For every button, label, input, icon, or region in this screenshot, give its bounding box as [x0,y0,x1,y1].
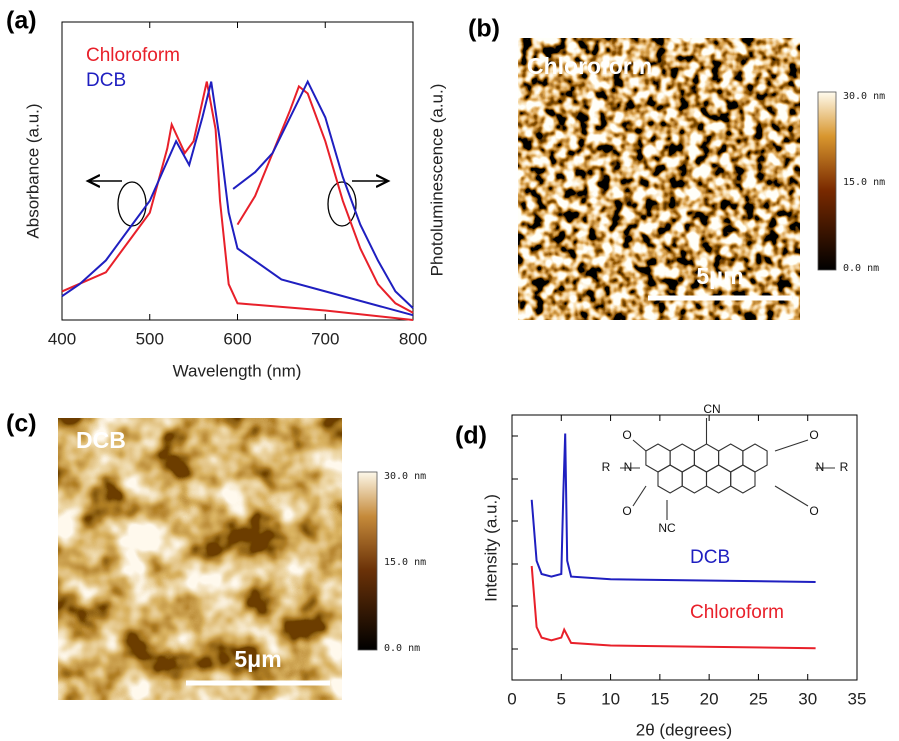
structure-label: N [816,460,825,474]
structure-label: O [809,428,818,442]
bond [633,486,646,506]
colorbar-label: 0.0 nm [843,263,879,274]
bond [775,486,808,506]
legend-label: Chloroform [86,45,180,66]
x-tick-label: 5 [557,689,566,708]
ring [658,465,682,493]
x-tick-label: 30 [798,689,817,708]
afm-label: Chloroform [527,53,652,79]
data-line [62,82,413,320]
legend-label: Chloroform [690,602,784,623]
ring [719,444,743,472]
data-line [532,434,816,583]
legend-label: DCB [690,547,730,568]
data-line [233,82,413,309]
annotation-ellipse [118,182,146,226]
x-tick-label: 15 [650,689,669,708]
ring [707,465,731,493]
panel-label: (b) [468,15,500,43]
x-tick-label: 20 [700,689,719,708]
x-tick-label: 400 [48,329,76,348]
molecule [620,418,835,520]
panel-label: (c) [6,410,37,438]
structure-label: R [602,460,611,474]
structure-label: O [622,428,631,442]
afm-image [58,418,342,700]
colorbar [818,92,836,270]
data-line [62,82,413,316]
x-tick-label: 35 [848,689,867,708]
colorbar-label: 30.0 nm [843,91,885,102]
scale-bar-label: 5μm [234,646,281,672]
colorbar-label: 15.0 nm [384,557,426,568]
x-tick-label: 600 [223,329,251,348]
ring [682,465,706,493]
ring [743,444,767,472]
structure-label: N [624,460,633,474]
y-axis-label: Absorbance (a.u.) [23,103,42,238]
figure: (a) (b) (c) (d) Chloroform 5μm 30.0 nm 1… [0,0,899,741]
colorbar-label: 15.0 nm [843,177,885,188]
colorbar-label: 30.0 nm [384,471,426,482]
x-tick-label: 500 [136,329,164,348]
plot-frame [62,22,413,320]
colorbar [358,472,377,650]
y-axis-label: Intensity (a.u.) [481,494,500,602]
ring [731,465,755,493]
structure-label: CN [703,402,720,416]
structure-label: O [809,504,818,518]
panel-label: (d) [455,422,487,450]
scale-bar-label: 5μm [696,263,743,289]
ring [646,444,670,472]
structure-label: R [840,460,849,474]
structure-label: O [622,504,631,518]
y2-axis-label: Photoluminescence (a.u.) [427,84,446,277]
bond [775,440,808,451]
colorbar-label: 0.0 nm [384,643,420,654]
panel-label: (a) [6,7,37,35]
afm-image [518,38,800,320]
ring [670,444,694,472]
bond [633,440,646,451]
x-tick-label: 10 [601,689,620,708]
x-tick-label: 800 [399,329,427,348]
afm-label: DCB [76,427,126,453]
ring [694,444,718,472]
structure-label: NC [658,521,676,535]
x-tick-label: 0 [507,689,516,708]
x-tick-label: 25 [749,689,768,708]
legend-label: DCB [86,70,126,91]
x-axis-label: Wavelength (nm) [173,361,302,380]
x-tick-label: 700 [311,329,339,348]
x-axis-label: 2θ (degrees) [636,720,732,739]
